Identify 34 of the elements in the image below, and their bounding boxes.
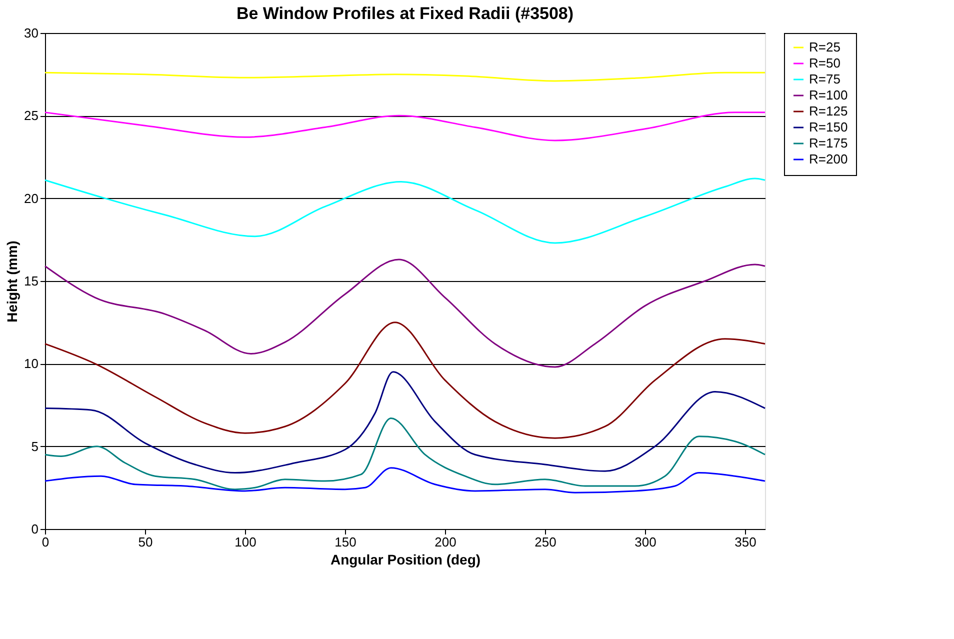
x-tick-label: 300 — [634, 534, 656, 550]
x-axis-title: Angular Position (deg) — [330, 552, 481, 568]
x-tick-label: 350 — [734, 534, 756, 550]
legend-label: R=150 — [809, 120, 848, 134]
line-series — [44, 322, 766, 439]
line-series — [44, 371, 766, 474]
x-tick-label: 150 — [334, 534, 356, 550]
line-series — [44, 258, 766, 368]
line-series — [44, 417, 766, 490]
y-tick-label: 15 — [24, 274, 38, 288]
line-series — [44, 178, 766, 244]
legend-label: R=50 — [809, 56, 840, 70]
y-tick-label: 25 — [24, 108, 38, 124]
legend-label: R=125 — [809, 104, 848, 118]
y-tick-label: 20 — [24, 190, 38, 206]
line-series — [44, 112, 766, 142]
line-series — [44, 467, 766, 494]
y-tick-label: 0 — [31, 522, 38, 536]
x-tick-label: 250 — [534, 534, 556, 550]
y-axis-title: Height (mm) — [4, 240, 20, 322]
y-tick-label: 10 — [24, 356, 38, 372]
y-tick-label: 30 — [24, 26, 38, 40]
x-tick-label: 0 — [42, 534, 50, 550]
y-tick-label: 5 — [31, 438, 38, 454]
legend-label: R=200 — [809, 152, 848, 166]
x-tick-label: 50 — [138, 534, 153, 550]
legend-label: R=25 — [809, 40, 840, 54]
legend-label: R=75 — [809, 72, 840, 86]
x-tick-label: 200 — [434, 534, 456, 550]
chart-title: Be Window Profiles at Fixed Radii (#3508) — [236, 4, 574, 23]
x-tick-label: 100 — [234, 534, 256, 550]
line-series — [44, 72, 766, 82]
legend-label: R=175 — [809, 136, 848, 150]
legend-label: R=100 — [809, 88, 848, 102]
